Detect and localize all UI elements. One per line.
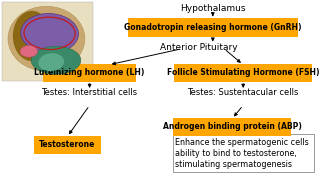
- Text: Androgen binding protein (ABP): Androgen binding protein (ABP): [163, 122, 301, 131]
- Text: Hypothalamus: Hypothalamus: [180, 4, 245, 13]
- FancyBboxPatch shape: [128, 19, 298, 37]
- Text: Anterior Pituitary: Anterior Pituitary: [160, 43, 237, 52]
- FancyBboxPatch shape: [173, 118, 291, 136]
- FancyBboxPatch shape: [173, 134, 314, 172]
- Text: Enhance the spermatogenic cells
ability to bind to testosterone,
stimulating spe: Enhance the spermatogenic cells ability …: [175, 138, 309, 169]
- Ellipse shape: [20, 46, 38, 57]
- Ellipse shape: [21, 14, 78, 53]
- FancyBboxPatch shape: [43, 64, 136, 82]
- Ellipse shape: [31, 46, 81, 74]
- Ellipse shape: [38, 53, 64, 71]
- FancyBboxPatch shape: [34, 136, 101, 154]
- Ellipse shape: [8, 6, 85, 71]
- FancyBboxPatch shape: [2, 2, 93, 81]
- Text: Testes: Sustentacular cells: Testes: Sustentacular cells: [188, 88, 299, 97]
- Text: Luteinizing hormone (LH): Luteinizing hormone (LH): [35, 68, 145, 77]
- FancyBboxPatch shape: [174, 64, 312, 82]
- Text: Testes: Interstitial cells: Testes: Interstitial cells: [42, 88, 138, 97]
- Text: Gonadotropin releasing hormone (GnRH): Gonadotropin releasing hormone (GnRH): [124, 23, 301, 32]
- Ellipse shape: [13, 11, 51, 61]
- Text: Follicle Stimulating Hormone (FSH): Follicle Stimulating Hormone (FSH): [167, 68, 319, 77]
- Text: Testosterone: Testosterone: [39, 140, 95, 149]
